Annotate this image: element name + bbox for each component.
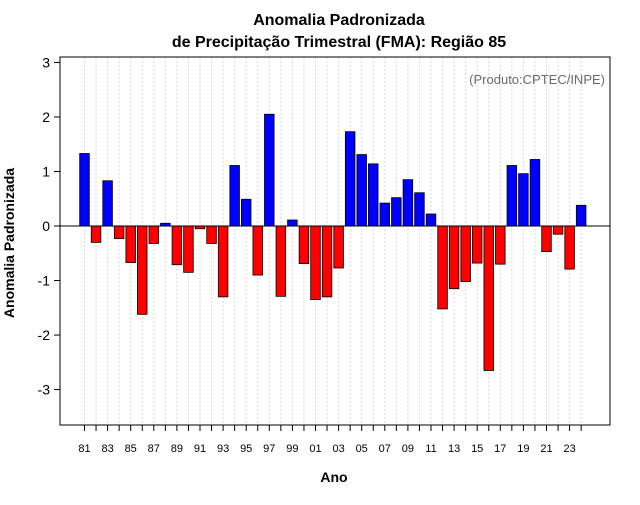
bar-1994 xyxy=(229,165,240,227)
x-tick-label: 13 xyxy=(448,443,460,455)
bar-2024 xyxy=(575,204,587,227)
x-tick-label: 03 xyxy=(332,443,344,455)
bar-2003 xyxy=(333,225,344,269)
bar-2008 xyxy=(391,197,402,227)
y-tick-label: 3 xyxy=(42,54,50,70)
bar-1996 xyxy=(252,225,263,276)
bar-1992 xyxy=(206,225,217,244)
bar-2006 xyxy=(368,163,379,227)
y-tick-label: -3 xyxy=(38,382,51,398)
bar-1986 xyxy=(137,225,148,315)
y-tick-label: 0 xyxy=(42,218,50,234)
bar-2020 xyxy=(529,159,541,227)
bar-2012 xyxy=(437,225,448,310)
bar-1981 xyxy=(79,153,90,227)
bar-2005 xyxy=(356,154,367,227)
bar-1998 xyxy=(275,225,287,297)
bar-1982 xyxy=(90,225,102,243)
chart-subtitle: de Precipitação Trimestral (FMA): Região… xyxy=(172,34,506,51)
bar-2004 xyxy=(344,131,356,227)
bars xyxy=(79,113,587,371)
bar-2007 xyxy=(379,202,391,227)
bar-2015 xyxy=(471,225,483,264)
bar-2023 xyxy=(564,225,575,270)
x-tick-label: 23 xyxy=(563,443,575,455)
x-tick-label: 15 xyxy=(471,443,483,455)
y-tick-label: 1 xyxy=(42,163,50,179)
x-axis: 81 83 85 87 89 91 93 95 97 99 01 03 05 07 09 11 13 15 17 19… xyxy=(78,425,582,455)
x-tick-label: 95 xyxy=(240,443,252,455)
y-tick-label: -2 xyxy=(38,327,51,343)
x-tick-label: 01 xyxy=(309,443,321,455)
bar-1995 xyxy=(240,198,252,227)
bar-2014 xyxy=(460,225,471,283)
x-tick-label: 21 xyxy=(540,443,552,455)
chart-title: Anomalia Padronizada xyxy=(253,12,425,29)
bar-2017 xyxy=(495,225,506,265)
x-tick-label: 81 xyxy=(78,443,90,455)
x-tick-label: 91 xyxy=(194,443,206,455)
x-tick-label: 87 xyxy=(148,443,160,455)
x-tick-label: 93 xyxy=(217,443,229,455)
x-tick-label: 09 xyxy=(402,443,414,455)
y-tick-label: -1 xyxy=(38,273,51,289)
plot-frame xyxy=(59,56,611,426)
bar-1985 xyxy=(125,225,136,263)
bar-1987 xyxy=(148,225,160,244)
x-tick-label: 17 xyxy=(494,443,506,455)
x-axis-label: Ano xyxy=(320,469,347,485)
x-tick-label: 11 xyxy=(425,443,436,455)
bar-2001 xyxy=(310,225,321,301)
y-axis-label: Anomalia Padronizada xyxy=(1,168,17,318)
bar-2009 xyxy=(402,179,414,227)
bar-1993 xyxy=(217,225,229,298)
bar-1999 xyxy=(287,219,298,227)
x-tick-label: 07 xyxy=(379,443,391,455)
bar-2000 xyxy=(298,225,310,265)
y-tick-label: 2 xyxy=(42,109,50,125)
bar-2011 xyxy=(425,213,437,227)
bar-2010 xyxy=(414,192,425,227)
bar-2002 xyxy=(321,225,333,298)
x-tick-label: 19 xyxy=(517,443,529,455)
bar-2019 xyxy=(518,173,529,227)
bar-1983 xyxy=(102,180,113,227)
x-tick-label: 83 xyxy=(101,443,113,455)
bar-2018 xyxy=(506,165,518,227)
bar-2016 xyxy=(483,225,494,371)
x-tick-label: 05 xyxy=(356,443,368,455)
bar-2013 xyxy=(448,225,460,290)
bar-2022 xyxy=(552,225,564,235)
y-axis: -3 -2 -1 0 1 2 3 xyxy=(38,54,60,398)
x-tick-label: 97 xyxy=(263,443,275,455)
x-tick-label: 99 xyxy=(286,443,298,455)
x-tick-label: 85 xyxy=(125,443,137,455)
bar-1984 xyxy=(113,225,125,239)
bar-2021 xyxy=(541,225,552,253)
bar-1989 xyxy=(171,225,183,266)
product-credit: (Produto:CPTEC/INPE) xyxy=(469,72,605,87)
bar-1990 xyxy=(183,225,194,273)
bar-1997 xyxy=(264,113,275,227)
x-tick-label: 89 xyxy=(171,443,183,455)
